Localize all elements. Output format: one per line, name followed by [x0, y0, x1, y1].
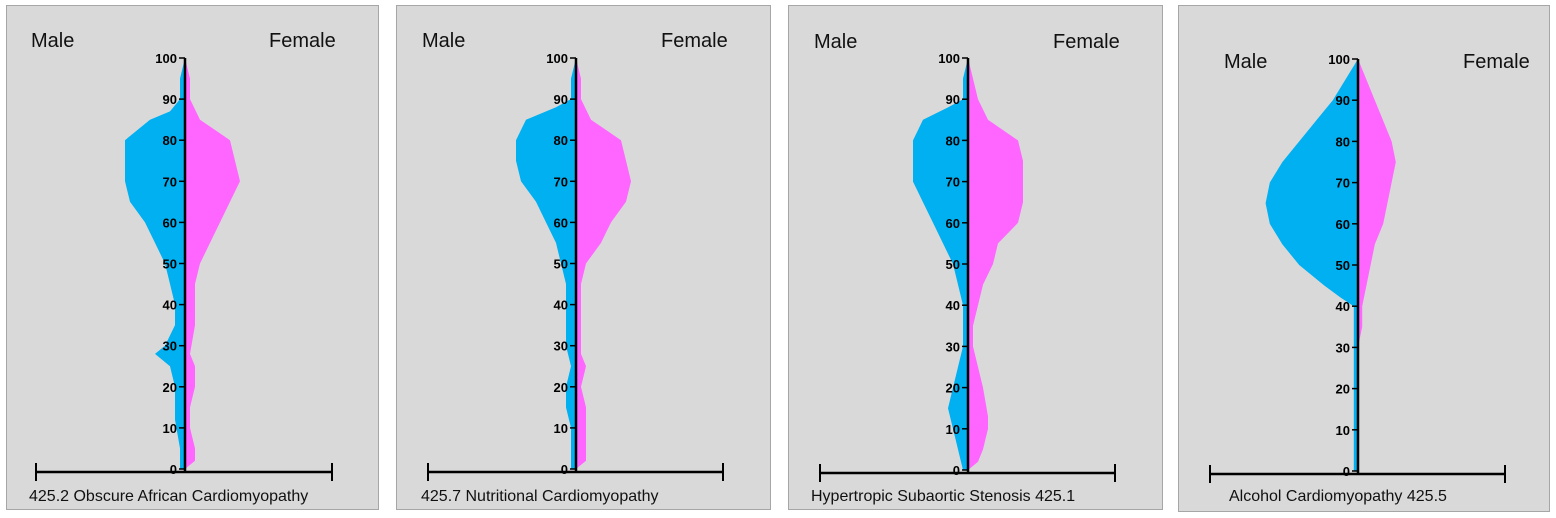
y-tick-label: 80	[163, 133, 177, 148]
female-area	[968, 58, 1023, 470]
male-area	[125, 58, 185, 469]
chart-panel-3: 0 10 20 30 40 50 60 70 80 90 100 Male Female Hyper…	[788, 5, 1163, 510]
y-tick-label: 0	[953, 463, 960, 478]
y-tick-label: 20	[163, 380, 177, 395]
y-tick-label: 90	[1336, 93, 1350, 108]
male-label: Male	[1224, 51, 1268, 73]
y-tick-label: 70	[554, 174, 568, 189]
male-area	[913, 58, 968, 470]
y-tick-label: 80	[554, 133, 568, 148]
chart-title: Alcohol Cardiomyopathy 425.5	[1229, 488, 1447, 505]
y-tick-label: 90	[554, 92, 568, 107]
y-tick-label: 20	[946, 381, 960, 396]
y-tick-label: 30	[946, 339, 960, 354]
y-tick-label: 70	[1336, 176, 1350, 191]
chart-4-svg: 0 10 20 30 40 50 60 70 80 90 100	[1209, 52, 1506, 483]
male-area	[516, 58, 576, 469]
chart-1-svg: 0 10 20 30 40 50 60 70 80 90 100	[35, 51, 333, 481]
y-tick-label: 100	[546, 51, 568, 66]
y-tick-label: 20	[1336, 382, 1350, 397]
y-tick-label: 80	[946, 133, 960, 148]
male-label: Male	[31, 30, 75, 52]
y-tick-label: 60	[1336, 217, 1350, 232]
y-tick-label: 0	[1343, 464, 1350, 479]
y-tick-label: 60	[554, 215, 568, 230]
chart-panel-4: 0 10 20 30 40 50 60 70 80 90 100 Male Female Alcoh…	[1178, 5, 1550, 512]
y-tick-label: 10	[946, 422, 960, 437]
chart-panel-1: 0 10 20 30 40 50 60 70 80 90 100 Male Female 425.2…	[6, 5, 379, 510]
chart-title: 425.7 Nutritional Cardiomyopathy	[421, 488, 659, 505]
female-area	[185, 58, 240, 469]
chart-title: 425.2 Obscure African Cardiomyopathy	[29, 488, 309, 505]
y-tick-label: 30	[163, 339, 177, 354]
male-label: Male	[814, 31, 858, 53]
y-tick-label: 90	[163, 92, 177, 107]
y-tick-label: 40	[946, 298, 960, 313]
female-label: Female	[1053, 31, 1120, 53]
y-tick-label: 50	[163, 257, 177, 272]
male-area	[1265, 59, 1358, 471]
y-tick-label: 90	[946, 92, 960, 107]
y-tick-label: 10	[554, 421, 568, 436]
chart-title: Hypertropic Subaortic Stenosis 425.1	[811, 488, 1076, 505]
y-tick-label: 50	[554, 257, 568, 272]
y-tick-label: 30	[1336, 340, 1350, 355]
y-tick-label: 40	[1336, 299, 1350, 314]
y-tick-label: 60	[946, 216, 960, 231]
y-tick-label: 100	[938, 51, 960, 66]
y-tick-label: 50	[946, 257, 960, 272]
y-tick-label: 40	[163, 298, 177, 313]
y-tick-label: 70	[163, 174, 177, 189]
y-tick-label: 50	[1336, 258, 1350, 273]
y-tick-label: 10	[1336, 423, 1350, 438]
y-tick-label: 60	[163, 215, 177, 230]
y-tick-label: 0	[170, 462, 177, 477]
y-tick-label: 70	[946, 175, 960, 190]
chart-panel-2: 0 10 20 30 40 50 60 70 80 90 100 Male Female 425.7…	[396, 5, 771, 510]
chart-3-svg: 0 10 20 30 40 50 60 70 80 90 100	[819, 51, 1116, 482]
y-tick-label: 100	[1328, 52, 1350, 67]
y-tick-label: 0	[561, 462, 568, 477]
female-label: Female	[269, 30, 336, 52]
y-tick-label: 40	[554, 298, 568, 313]
female-label: Female	[661, 30, 728, 52]
female-area	[1358, 59, 1396, 471]
female-label: Female	[1463, 51, 1530, 73]
male-label: Male	[422, 30, 466, 52]
y-tick-label: 10	[163, 421, 177, 436]
y-tick-label: 80	[1336, 134, 1350, 149]
y-tick-label: 30	[554, 339, 568, 354]
y-tick-label: 100	[155, 51, 177, 66]
female-area	[576, 58, 631, 469]
y-tick-label: 20	[554, 380, 568, 395]
chart-2-svg: 0 10 20 30 40 50 60 70 80 90 100	[427, 51, 724, 481]
